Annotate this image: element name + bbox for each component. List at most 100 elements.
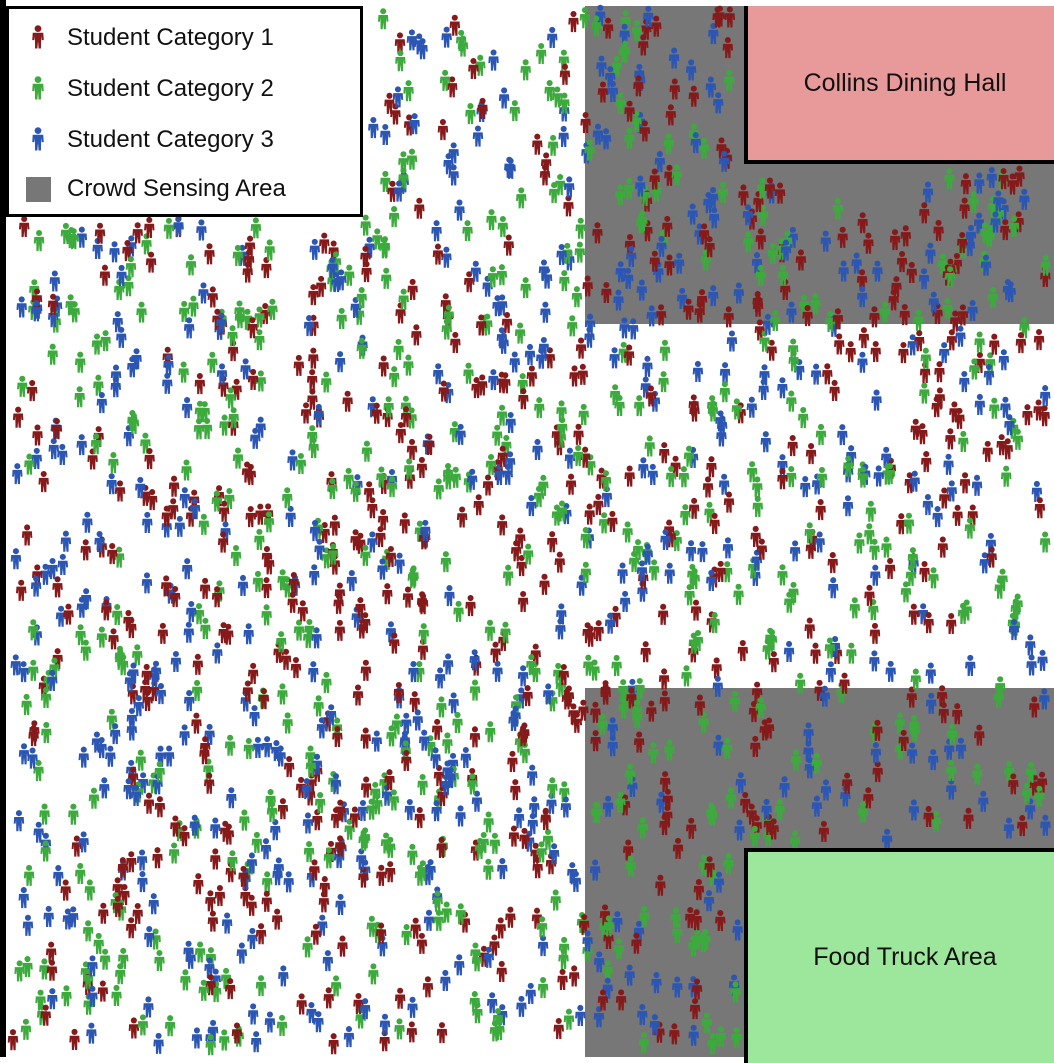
student-marker	[366, 798, 377, 820]
student-marker	[607, 735, 618, 757]
student-marker	[965, 654, 976, 676]
student-marker	[607, 717, 618, 739]
student-marker	[706, 569, 717, 591]
student-marker	[664, 254, 675, 276]
student-marker	[21, 693, 32, 715]
student-marker	[613, 938, 625, 960]
student-marker	[145, 251, 157, 273]
student-marker	[676, 287, 688, 309]
student-marker	[685, 540, 697, 562]
student-marker	[633, 395, 645, 417]
student-marker	[649, 250, 661, 272]
student-marker	[78, 746, 89, 768]
student-marker	[393, 682, 405, 704]
student-marker	[593, 951, 605, 973]
student-marker	[60, 222, 72, 245]
student-marker	[615, 989, 627, 1011]
student-marker	[16, 296, 27, 318]
student-marker	[567, 315, 578, 337]
student-marker	[117, 654, 129, 676]
student-marker	[946, 480, 958, 502]
student-marker	[75, 862, 86, 885]
student-marker	[376, 466, 387, 488]
student-marker	[827, 552, 838, 574]
student-marker	[287, 449, 298, 471]
student-marker	[964, 517, 976, 539]
student-marker	[756, 177, 768, 199]
student-marker	[360, 659, 372, 681]
student-marker	[108, 628, 119, 650]
student-marker	[380, 123, 391, 146]
student-marker	[969, 358, 980, 380]
student-marker	[869, 650, 880, 672]
student-marker	[558, 125, 569, 148]
student-marker	[942, 297, 953, 319]
student-marker	[277, 798, 289, 820]
student-marker	[734, 819, 745, 841]
student-marker	[764, 177, 776, 199]
student-marker	[556, 243, 567, 266]
student-marker	[960, 173, 972, 195]
student-marker	[626, 687, 637, 709]
student-marker	[551, 504, 563, 526]
student-marker	[112, 895, 124, 917]
student-marker	[724, 69, 735, 91]
student-marker	[245, 463, 257, 485]
student-marker	[308, 437, 319, 459]
student-marker	[871, 389, 882, 411]
student-marker	[832, 308, 844, 330]
crowd-sensing-area	[585, 6, 1054, 324]
student-marker	[542, 828, 554, 851]
student-marker	[633, 731, 645, 753]
student-marker	[163, 354, 174, 376]
student-marker	[214, 885, 226, 907]
student-marker	[694, 694, 706, 716]
student-marker	[917, 423, 928, 445]
square-swatch-icon	[9, 176, 67, 202]
student-marker	[711, 657, 722, 679]
student-marker	[360, 245, 371, 267]
student-marker	[160, 575, 172, 597]
student-marker	[837, 424, 848, 446]
student-marker	[468, 57, 479, 80]
student-marker	[453, 600, 464, 622]
student-marker	[819, 685, 831, 707]
student-marker	[759, 719, 770, 741]
student-marker	[163, 217, 175, 239]
student-marker	[360, 727, 371, 749]
student-marker	[600, 128, 612, 150]
student-marker	[525, 982, 536, 1004]
student-marker	[12, 463, 23, 485]
student-marker	[82, 920, 94, 942]
student-marker	[654, 151, 666, 173]
student-marker	[249, 705, 260, 727]
student-marker	[690, 132, 701, 154]
student-marker	[706, 802, 717, 824]
student-marker	[399, 512, 411, 534]
student-marker	[334, 619, 346, 641]
student-marker	[407, 843, 418, 865]
student-marker	[578, 699, 589, 721]
student-marker	[863, 232, 874, 254]
student-marker	[810, 642, 821, 664]
student-marker	[618, 697, 629, 719]
student-marker	[907, 547, 919, 569]
student-marker	[327, 478, 338, 500]
student-marker	[179, 724, 190, 746]
student-marker	[320, 371, 332, 393]
student-marker	[613, 289, 624, 311]
student-marker	[99, 264, 111, 286]
student-marker	[431, 220, 442, 242]
student-marker	[517, 590, 529, 613]
student-marker	[255, 923, 267, 945]
student-marker	[220, 820, 231, 842]
student-marker	[658, 668, 670, 690]
student-marker	[99, 777, 110, 799]
student-marker	[756, 538, 768, 560]
student-marker	[1033, 328, 1045, 351]
student-marker	[496, 371, 507, 393]
student-marker	[939, 487, 950, 509]
student-marker	[406, 438, 418, 461]
student-marker	[869, 622, 881, 644]
student-marker	[378, 355, 389, 377]
